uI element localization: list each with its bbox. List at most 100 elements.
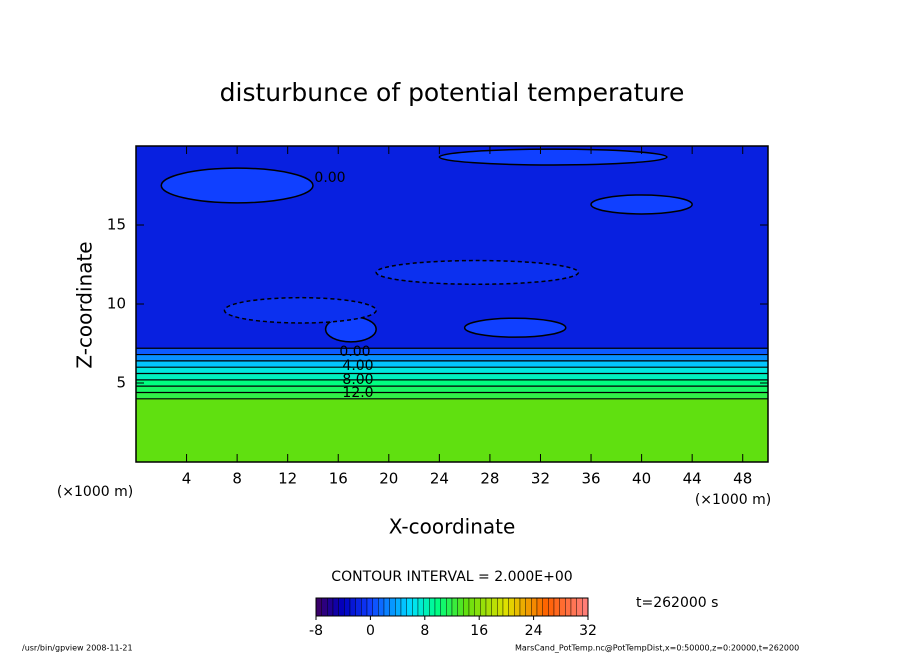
- colorbar-cell: [519, 597, 526, 617]
- y-axis-label: Z-coordinate: [73, 241, 97, 368]
- colorbar-cell: [463, 597, 470, 617]
- patch: [223, 296, 377, 324]
- colorbar-cell: [321, 597, 328, 617]
- footer: MarsCand_PotTemp.nc@PotTempDist,x=0:5000…: [515, 644, 799, 653]
- band: [136, 398, 768, 462]
- colorbar-cell: [531, 597, 538, 617]
- band: [136, 367, 768, 374]
- colorbar-cell: [338, 597, 345, 617]
- band: [136, 360, 768, 368]
- x-tick-label: 12: [278, 470, 297, 488]
- colorbar-cell: [378, 597, 385, 617]
- x-tick-label: 32: [531, 470, 550, 488]
- colorbar-cell: [514, 597, 521, 617]
- colorbar-cell: [434, 597, 441, 617]
- colorbar-cell: [383, 597, 390, 617]
- footer: /usr/bin/gpview 2008-11-21: [22, 644, 133, 653]
- colorbar-cell: [332, 597, 339, 617]
- x-tick-label: 4: [182, 470, 192, 488]
- x-unit: (×1000 m): [57, 484, 133, 500]
- colorbar-cell: [491, 597, 498, 617]
- contour-interval: CONTOUR INTERVAL = 2.000E+00: [331, 569, 572, 585]
- x-tick-label: 44: [683, 470, 702, 488]
- patch: [375, 259, 580, 285]
- x-axis-label: X-coordinate: [389, 515, 516, 539]
- colorbar-cell: [559, 597, 566, 617]
- colorbar-cell: [395, 597, 402, 617]
- colorbar-cell: [355, 597, 362, 617]
- colorbar-frame: [315, 597, 589, 617]
- x-tick-label: 16: [329, 470, 348, 488]
- colorbar-cell: [400, 597, 407, 617]
- colorbar-cell: [553, 597, 560, 617]
- contour-label: 0.00: [339, 344, 370, 360]
- colorbar-cell: [423, 597, 430, 617]
- colorbar-tick-label: -8: [309, 623, 323, 639]
- y-tick-label: 15: [107, 216, 126, 234]
- patch: [160, 167, 314, 204]
- colorbar-tick-label: 8: [420, 623, 429, 639]
- patch: [590, 194, 693, 215]
- band: [136, 379, 768, 387]
- colorbar-cell: [440, 597, 447, 617]
- band: [136, 392, 768, 399]
- colorbar-cell: [468, 597, 475, 617]
- colorbar-cell: [451, 597, 458, 617]
- x-tick-label: 48: [733, 470, 752, 488]
- colorbar-cell: [480, 597, 487, 617]
- contour-label: 4.00: [342, 358, 373, 374]
- colorbar-cell: [525, 597, 532, 617]
- colorbar-tick-label: 0: [366, 623, 375, 639]
- contour-label: 12.0: [342, 385, 373, 401]
- patch: [438, 148, 668, 166]
- chart-title: disturbunce of potential temperature: [220, 78, 685, 107]
- patch: [463, 317, 567, 338]
- band: [136, 348, 768, 355]
- colorbar-cell: [542, 597, 549, 617]
- colorbar-cell: [412, 597, 419, 617]
- colorbar-cell: [372, 597, 379, 617]
- colorbar-cell: [497, 597, 504, 617]
- colorbar-cell: [582, 597, 589, 617]
- plot-area: [136, 146, 768, 462]
- colorbar-tick-label: 24: [525, 623, 543, 639]
- colorbar-cell: [508, 597, 515, 617]
- contour-label: 8.00: [342, 372, 373, 388]
- colorbar-tick-label: 32: [579, 623, 597, 639]
- band: [136, 373, 768, 380]
- x-tick-label: 28: [480, 470, 499, 488]
- colorbar-cell: [429, 597, 436, 617]
- colorbar-cell: [417, 597, 424, 617]
- contour-label: 0.00: [314, 170, 345, 186]
- colorbar-cell: [485, 597, 492, 617]
- colorbar-cell: [457, 597, 464, 617]
- colorbar-cell: [349, 597, 356, 617]
- colorbar-cell: [565, 597, 572, 617]
- x-unit: (×1000 m): [695, 492, 771, 508]
- colorbar-tick-label: 16: [470, 623, 488, 639]
- colorbar-cell: [446, 597, 453, 617]
- colorbar-cell: [344, 597, 351, 617]
- colorbar-cell: [315, 597, 322, 617]
- colorbar-cell: [570, 597, 577, 617]
- colorbar-cell: [502, 597, 509, 617]
- x-tick-label: 8: [232, 470, 242, 488]
- colorbar-cell: [361, 597, 368, 617]
- colorbar-cell: [474, 597, 481, 617]
- colorbar-cell: [366, 597, 373, 617]
- colorbar-cell: [536, 597, 543, 617]
- band: [136, 354, 768, 361]
- colorbar-cell: [389, 597, 396, 617]
- y-tick-label: 5: [116, 374, 126, 392]
- x-tick-label: 40: [632, 470, 651, 488]
- x-tick-label: 24: [430, 470, 449, 488]
- colorbar-cell: [548, 597, 555, 617]
- x-tick-label: 36: [581, 470, 600, 488]
- colorbar-cell: [576, 597, 583, 617]
- x-tick-label: 20: [379, 470, 398, 488]
- time-label: t=262000 s: [636, 595, 718, 611]
- y-tick-label: 10: [107, 295, 126, 313]
- band: [136, 386, 768, 393]
- colorbar-cell: [406, 597, 413, 617]
